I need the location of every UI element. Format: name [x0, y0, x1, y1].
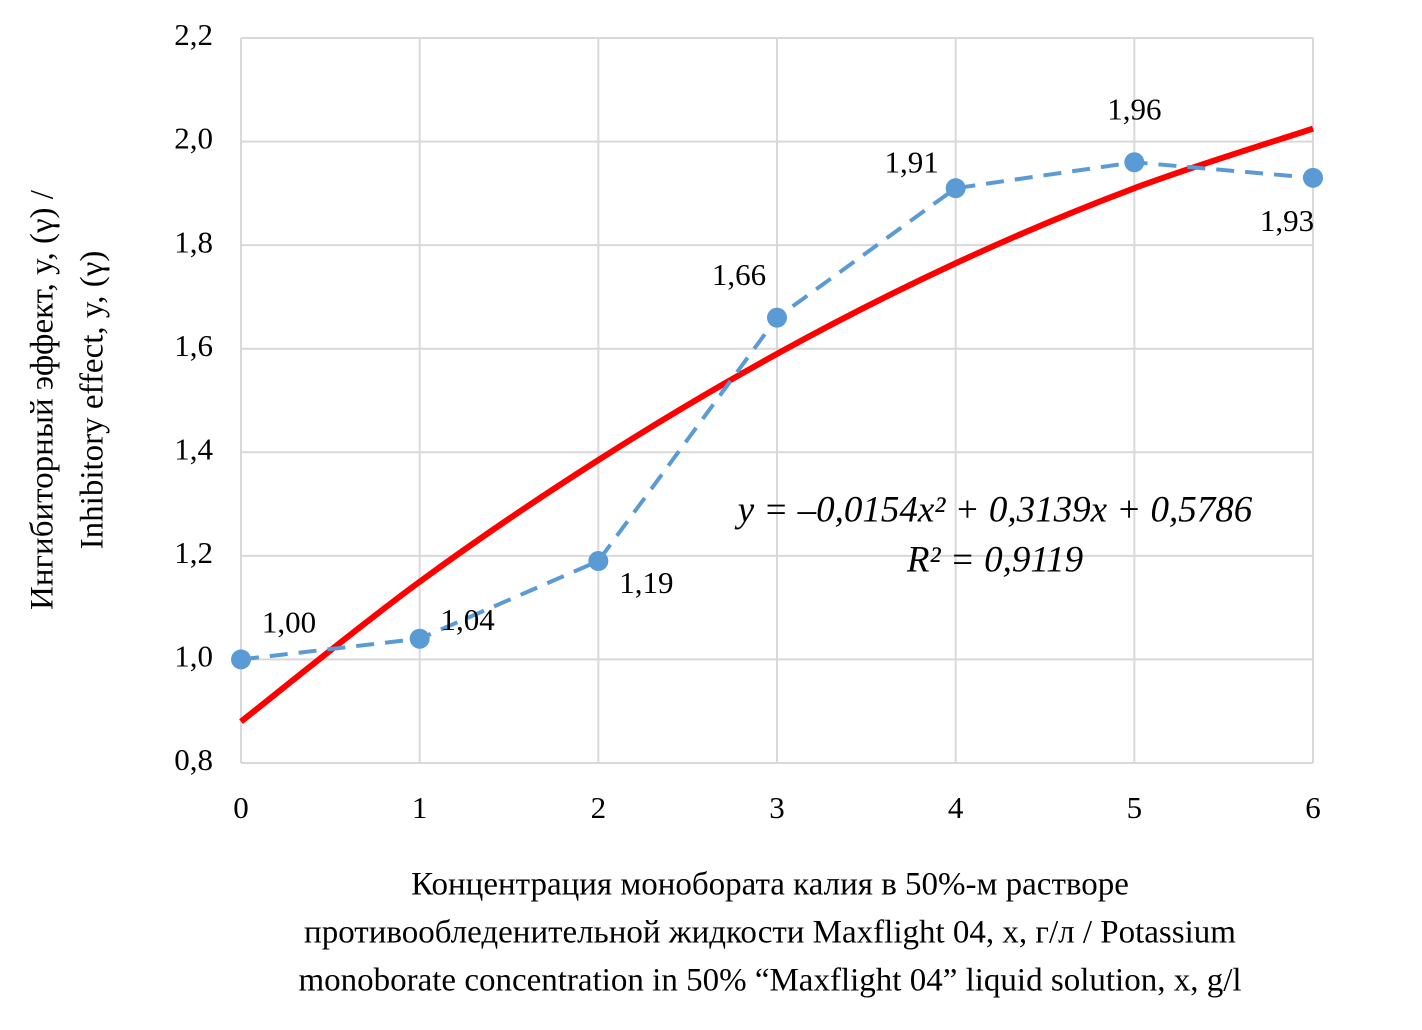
- x-tick-label: 1: [412, 790, 428, 825]
- data-point: [409, 628, 430, 649]
- x-tick-label: 4: [948, 790, 964, 825]
- trend-line: [239, 125, 1314, 724]
- x-tick-label: 3: [769, 790, 785, 825]
- y-tick-label: 1,6: [174, 328, 213, 363]
- data-label: 1,00: [262, 605, 316, 640]
- y-tick-label: 1,0: [174, 639, 213, 674]
- trend-r-squared: R² = 0,9119: [906, 539, 1083, 580]
- x-axis-title-line: monoborate concentration in 50% “Maxflig…: [298, 963, 1241, 999]
- data-point: [767, 307, 787, 328]
- data-label: 1,96: [1107, 91, 1161, 126]
- data-label: 1,66: [712, 257, 766, 292]
- y-tick-label: 1,4: [174, 431, 213, 466]
- x-tick-label: 2: [591, 790, 607, 825]
- y-tick-label: 1,8: [174, 224, 213, 259]
- x-tick-label: 0: [233, 790, 249, 825]
- data-label: 1,91: [885, 144, 939, 179]
- data-point: [231, 649, 251, 670]
- y-tick-label: 1,2: [174, 535, 213, 570]
- x-tick-label: 5: [1127, 790, 1143, 825]
- x-axis-title-line: Концентрация монобората калия в 50%-м ра…: [411, 867, 1129, 903]
- y-axis-title-line: Inhibitory effect, y, (γ): [75, 251, 111, 550]
- x-tick-label: 6: [1305, 790, 1321, 825]
- data-point: [1303, 167, 1323, 188]
- data-point: [945, 178, 966, 199]
- y-tick-label: 2,0: [174, 121, 213, 156]
- data-label: 1,19: [619, 565, 673, 600]
- y-tick-label: 0,8: [174, 742, 213, 777]
- y-tick-label: 2,2: [174, 17, 213, 52]
- trend-equation: y = –0,0154x² + 0,3139x + 0,5786: [734, 489, 1253, 530]
- data-label: 1,93: [1260, 203, 1314, 238]
- data-label: 1,04: [441, 602, 496, 637]
- data-point: [588, 551, 609, 572]
- data-point: [1124, 152, 1145, 173]
- x-axis-title-line: противообледенительной жидкости Maxfligh…: [304, 915, 1236, 951]
- y-axis-title: Ингибиторный эффект, y, (γ) / Inhibitory…: [25, 189, 111, 610]
- y-axis-title-line: Ингибиторный эффект, y, (γ) /: [25, 189, 61, 610]
